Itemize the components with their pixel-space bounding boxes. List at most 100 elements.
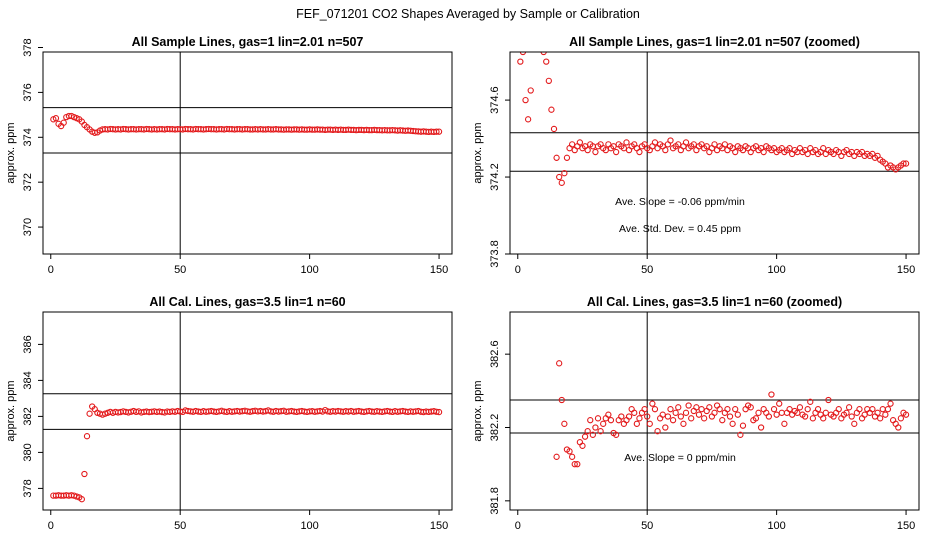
data-point [853,409,861,416]
data-point [845,404,853,411]
data-point [576,439,584,446]
data-point [563,154,571,161]
data-point [843,409,850,416]
data-point [682,139,690,146]
data-point [533,30,538,35]
data-point [866,409,873,416]
data-point [625,413,633,420]
data-point [553,453,560,460]
data-point [667,137,674,144]
data-point [589,431,596,438]
data-point [807,398,814,405]
data-point [902,411,910,418]
data-point [726,413,734,420]
data-point [91,129,98,136]
data-point [900,160,907,167]
data-point [435,408,443,416]
data-point [858,415,866,422]
data-point [620,420,628,427]
data-point [543,58,550,65]
chart-panel-4: All Cal. Lines, gas=3.5 lin=1 n=60 (zoom… [472,295,920,532]
plot-area [43,52,452,254]
data-point [558,396,565,404]
data-point [765,413,773,420]
data-point [612,148,620,156]
data-point [701,415,708,422]
data-point [706,404,713,411]
figure-title: FEF_071201 CO2 Shapes Averaged by Sample… [296,7,640,21]
x-tick-label: 100 [767,520,785,532]
data-point [435,128,443,135]
data-point [721,409,728,416]
data-point [729,420,736,427]
data-point [682,409,690,416]
data-point [656,415,664,422]
plot-frame [42,311,453,511]
data-point [848,413,855,420]
data-point [548,106,555,113]
data-point [884,406,892,413]
data-point [672,409,679,416]
data-point [685,402,692,409]
y-axis-label: approx. ppm [5,380,17,441]
data-point [742,406,749,413]
y-tick-label: 376 [22,83,34,101]
data-point [882,411,889,418]
data-point [636,148,643,156]
data-point [732,148,739,156]
y-tick-label: 378 [22,38,34,56]
data-point [804,150,811,158]
annotation-text: Ave. Slope = -0.06 ppm/min [615,196,745,208]
data-point [631,409,638,416]
data-point [747,404,754,411]
data-point [851,420,858,427]
panel-title: All Cal. Lines, gas=3.5 lin=1 n=60 [149,295,345,309]
data-point [770,406,778,413]
plot-area [43,312,452,510]
x-tick-label: 0 [48,520,54,532]
data-point [814,406,822,413]
plot-area [510,30,919,254]
data-point [592,148,599,156]
data-point [804,406,811,413]
data-point [877,415,884,422]
y-tick-label: 370 [22,218,34,236]
data-point [737,431,744,438]
data-point [654,428,661,435]
data-point [553,154,560,161]
panel-title: All Cal. Lines, gas=3.5 lin=1 n=60 (zoom… [587,295,842,309]
data-point [719,417,726,424]
y-tick-label: 378 [22,479,34,497]
data-point [623,417,630,424]
data-point [579,442,586,449]
x-tick-label: 100 [300,264,318,276]
data-point [817,411,824,418]
y-tick-label: 382.6 [489,340,501,368]
data-point [768,391,775,398]
data-point [517,58,524,65]
data-point [536,30,541,35]
data-point [864,406,871,413]
data-point [571,461,578,468]
data-point [796,404,804,411]
x-tick-label: 100 [300,520,318,532]
data-point [781,420,788,427]
data-point [861,411,868,418]
data-point [60,119,67,126]
data-point [677,413,684,420]
y-tick-label: 374.6 [489,86,501,114]
plot-frame [509,311,920,511]
data-point [86,410,93,417]
data-point [659,411,666,418]
data-point [531,40,536,45]
data-point [538,40,543,45]
y-tick-label: 386 [22,335,34,353]
data-point [618,413,625,420]
x-tick-label: 0 [48,264,54,276]
data-point [789,411,796,418]
data-point [556,173,563,181]
data-point [675,404,682,411]
data-point [773,411,780,418]
data-point [669,417,677,424]
x-tick-label: 100 [767,264,785,276]
